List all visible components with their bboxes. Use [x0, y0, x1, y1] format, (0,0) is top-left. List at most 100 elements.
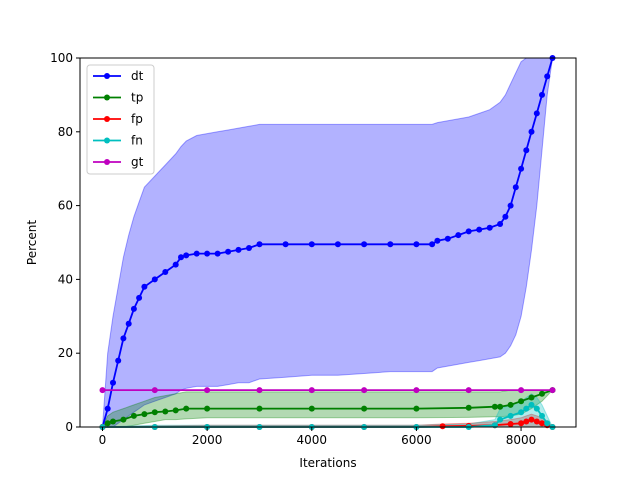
point-tp [141, 411, 148, 418]
point-dt [512, 184, 519, 191]
point-dt [120, 335, 127, 342]
point-fn [518, 409, 525, 416]
x-tick-label: 0 [99, 433, 107, 447]
point-dt [104, 405, 111, 412]
legend-marker-fn [104, 137, 110, 144]
point-dt [256, 241, 263, 248]
legend-marker-tp [104, 94, 110, 101]
point-dt [334, 241, 341, 248]
legend-label-fp: fp [131, 112, 143, 126]
point-tp [497, 403, 504, 410]
point-dt [361, 241, 368, 248]
point-tp [256, 405, 263, 412]
legend-label-tp: tp [131, 91, 143, 105]
point-fp [439, 423, 446, 430]
x-tick-label: 8000 [506, 433, 537, 447]
point-dt [162, 269, 169, 275]
point-dt [141, 283, 148, 290]
point-gt [204, 387, 211, 394]
x-tick-label: 6000 [401, 433, 432, 447]
point-dt [502, 213, 509, 220]
point-fp [507, 421, 514, 427]
point-gt [549, 387, 556, 394]
point-dt [193, 250, 200, 257]
x-tick-label: 4000 [297, 433, 328, 447]
point-dt [533, 110, 540, 117]
point-dt [136, 294, 143, 301]
point-fn [497, 416, 504, 423]
point-dt [465, 228, 472, 235]
point-fn [539, 412, 545, 419]
point-tp [361, 405, 368, 412]
point-tp [162, 408, 169, 415]
point-gt [256, 387, 263, 394]
legend-marker-gt [104, 159, 110, 165]
legend-label-dt: dt [131, 69, 144, 83]
point-fp [523, 418, 530, 425]
point-dt [115, 357, 122, 364]
point-tp [172, 407, 179, 414]
y-axis-label: Percent [25, 220, 39, 265]
x-axis-label: Iterations [299, 456, 356, 470]
point-tp [308, 405, 315, 412]
legend-label-fn: fn [131, 134, 143, 148]
point-tp [183, 405, 190, 412]
point-tp [110, 418, 116, 425]
point-dt [183, 252, 190, 259]
point-tp [120, 416, 127, 423]
point-fp [533, 418, 540, 425]
point-tp [528, 394, 535, 401]
point-tp [413, 405, 420, 412]
point-tp [539, 390, 545, 397]
point-dt [172, 261, 179, 268]
point-fn [533, 405, 540, 412]
point-gt [308, 387, 315, 394]
point-tp [491, 403, 498, 410]
point-dt [151, 276, 158, 283]
point-tp [104, 420, 111, 427]
plot-frame [79, 57, 577, 428]
point-dt [497, 221, 504, 227]
point-fn [528, 401, 535, 408]
point-dt [204, 250, 211, 257]
point-dt [225, 248, 232, 255]
point-dt [125, 320, 132, 327]
point-fn [507, 412, 514, 419]
point-dt [523, 147, 530, 154]
point-gt [361, 387, 368, 394]
point-dt [476, 226, 483, 233]
point-dt [235, 246, 242, 253]
point-fp [539, 420, 545, 427]
point-tp [151, 409, 158, 416]
point-gt [465, 387, 472, 394]
point-tp [130, 412, 137, 419]
x-tick-label: 2000 [192, 433, 223, 447]
point-tp [204, 405, 211, 412]
y-tick-label: 60 [58, 199, 73, 213]
point-dt [387, 241, 394, 248]
point-dt [308, 241, 315, 248]
legend-marker-fp [104, 116, 110, 122]
point-dt [544, 73, 551, 80]
point-dt [178, 254, 184, 261]
point-dt [539, 91, 545, 98]
y-tick-label: 20 [58, 346, 73, 360]
point-dt [130, 305, 137, 312]
point-fp [528, 416, 535, 423]
point-dt [434, 237, 441, 244]
point-dt [429, 241, 436, 248]
series-points [99, 55, 556, 430]
y-tick-label: 100 [50, 51, 73, 65]
point-dt [518, 165, 525, 172]
point-dt [110, 379, 116, 386]
point-dt [455, 232, 462, 239]
point-dt [486, 224, 493, 231]
legend: dt tp fp fn gt [86, 64, 155, 175]
point-tp [465, 404, 472, 411]
y-axis-ticks: 0 20 40 60 80 100 [50, 51, 80, 434]
point-tp [518, 398, 525, 405]
point-dt [444, 235, 451, 242]
point-dt [413, 241, 420, 248]
point-dt [528, 128, 535, 135]
